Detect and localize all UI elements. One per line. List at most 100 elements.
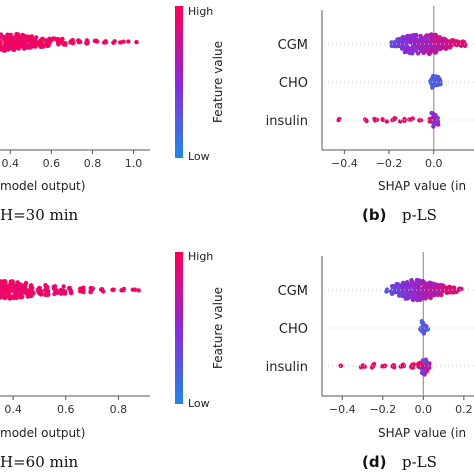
shap-point <box>3 294 8 299</box>
shap-point <box>384 287 390 292</box>
shap-point <box>360 363 365 368</box>
shap-point <box>416 287 421 292</box>
shap-point <box>392 116 397 121</box>
shap-point <box>53 288 58 293</box>
panel-c: 0.4 0.6 0.8 model output) H=60 min <box>0 279 150 471</box>
tick-label: −0.2 <box>376 157 403 170</box>
shap-point <box>434 48 439 53</box>
shap-point <box>404 45 409 51</box>
shap-point <box>111 287 116 292</box>
shap-point <box>410 365 415 370</box>
panel-d-label: (d) <box>362 453 386 471</box>
colorbar-bottom-high: High <box>188 250 213 263</box>
shap-point <box>52 284 58 289</box>
shap-point <box>410 297 416 303</box>
shap-point <box>398 119 403 124</box>
shap-point <box>0 39 3 45</box>
shap-point <box>412 33 417 38</box>
shap-point <box>438 82 443 87</box>
panel-d-feature-labels: CGM CHO insulin <box>266 284 308 375</box>
feature-label: CHO <box>279 322 308 337</box>
shap-point <box>24 291 29 296</box>
shap-point <box>5 47 11 52</box>
shap-point <box>18 44 23 49</box>
panel-a-marks <box>0 32 139 53</box>
shap-point <box>408 40 413 45</box>
shap-point <box>2 284 7 289</box>
shap-point <box>426 50 431 56</box>
shap-point <box>1 280 6 285</box>
shap-point <box>437 78 442 83</box>
shap-point <box>103 39 108 44</box>
shap-point <box>389 291 395 296</box>
shap-point <box>27 37 32 43</box>
shap-point <box>424 292 429 297</box>
shap-point <box>447 290 452 295</box>
feature-label: CGM <box>278 38 308 53</box>
shap-point <box>47 40 52 45</box>
colorbar-top-bar <box>175 6 183 158</box>
shap-point <box>15 280 20 285</box>
colorbar-top: High Low Feature value <box>175 5 225 163</box>
shap-point <box>43 38 48 43</box>
shap-point <box>439 292 444 298</box>
shap-point <box>61 284 66 289</box>
panel-a: 0.4 0.6 0.8 1.0 model output) H=30 min <box>0 32 150 224</box>
panel-c-ticks: 0.4 0.6 0.8 <box>4 396 127 416</box>
shap-point <box>23 280 29 286</box>
feature-label: insulin <box>266 114 308 129</box>
shap-point <box>59 37 64 42</box>
feature-label: insulin <box>266 360 308 375</box>
shap-point <box>429 44 435 50</box>
shap-point <box>76 40 82 45</box>
tick-label: 0.0 <box>415 403 433 416</box>
shap-point <box>3 288 8 294</box>
shap-point <box>84 40 89 46</box>
shap-point <box>31 37 36 42</box>
tick-label: 0.2 <box>455 403 473 416</box>
shap-point <box>121 288 126 293</box>
panel-b-marks <box>336 32 468 129</box>
tick-label: 0.4 <box>2 157 20 170</box>
shap-point <box>118 40 123 45</box>
colorbar-bottom-low: Low <box>188 397 210 410</box>
tick-label: 0.6 <box>43 157 61 170</box>
shap-point <box>337 116 342 122</box>
shap-point <box>0 283 2 289</box>
shap-point <box>443 46 449 51</box>
colorbar-bottom-title: Feature value <box>211 287 225 369</box>
shap-point <box>390 284 395 289</box>
panel-b-feature-labels: CGM CHO insulin <box>266 38 308 129</box>
shap-point <box>432 116 437 122</box>
shap-point <box>363 117 368 122</box>
shap-point <box>10 41 16 46</box>
shap-point <box>69 290 74 296</box>
feature-label: CGM <box>278 284 308 299</box>
shap-point <box>462 43 468 48</box>
shap-point <box>22 286 28 291</box>
shap-point <box>427 284 432 289</box>
tick-label: −0.4 <box>329 403 356 416</box>
shap-point <box>418 42 423 48</box>
shap-point <box>27 287 33 293</box>
shap-point <box>59 291 64 296</box>
tick-label: 0.8 <box>84 157 102 170</box>
panel-b-xlabel: SHAP value (in <box>378 179 466 193</box>
shap-point <box>431 281 436 287</box>
shap-point <box>447 284 453 290</box>
shap-point <box>407 117 412 122</box>
tick-label: 1.0 <box>125 157 143 170</box>
shap-point <box>6 288 11 293</box>
panel-d-ticks: −0.4 −0.2 0.0 0.2 <box>329 396 473 416</box>
shap-point <box>6 294 11 299</box>
shap-point <box>415 51 421 56</box>
panel-c-xlabel: model output) <box>0 426 85 440</box>
panel-d-xlabel: SHAP value (in <box>378 426 466 440</box>
shap-point <box>437 35 442 40</box>
shap-point <box>134 39 139 45</box>
shap-point <box>440 41 445 46</box>
shap-point <box>432 121 437 127</box>
shap-point <box>62 289 68 294</box>
colorbar-bottom-bar <box>175 252 183 404</box>
